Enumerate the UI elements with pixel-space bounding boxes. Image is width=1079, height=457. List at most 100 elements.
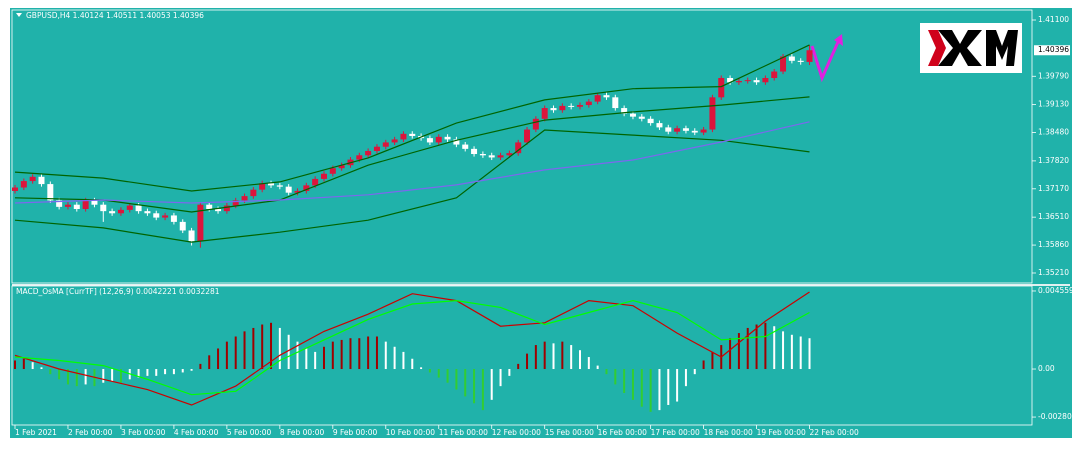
candle-body [320,173,327,179]
candle-body [435,136,442,143]
histogram-bar [349,338,352,370]
histogram-bar [384,341,387,370]
candle-body [735,80,742,83]
x-tick-label: 4 Feb 00:00 [174,428,219,437]
histogram-bar [190,369,193,371]
candle-body [577,105,584,107]
indicator-line [14,129,810,243]
candle-body [621,108,628,114]
histogram-bar [543,341,546,370]
x-tick-label: 22 Feb 00:00 [810,428,859,437]
y-tick-label: 1.37170 [1038,184,1069,193]
histogram-bar [764,322,767,370]
histogram-bar [340,339,343,370]
candle-body [135,205,142,212]
candle-body [170,215,177,222]
histogram-bar [517,363,520,370]
candle-body [91,200,98,205]
arrow-head [834,34,843,46]
x-tick-label: 11 Feb 00:00 [439,428,488,437]
histogram-bar [40,367,43,370]
collapse-icon[interactable] [16,13,22,17]
indicator-line [14,291,810,406]
logo-x [938,30,982,66]
x-tick-label: 12 Feb 00:00 [492,428,541,437]
histogram-bar [172,369,175,375]
candle-body [550,108,557,111]
candle-body [806,50,813,62]
candle-body [515,142,522,154]
y-tick-label: 1.41100 [1038,15,1069,24]
histogram-bar [146,369,149,376]
candle-body [382,142,389,147]
candle-body [426,138,433,143]
histogram-bar [84,369,87,385]
x-tick-label: 5 Feb 00:00 [227,428,272,437]
x-tick-label: 1 Feb 2021 [15,428,57,437]
candle-body [29,176,36,182]
histogram-bar [137,369,140,378]
candle-body [506,153,513,156]
candle-body [162,215,169,218]
x-tick-label: 9 Feb 00:00 [333,428,378,437]
histogram-bar [243,331,246,370]
histogram-bar [287,334,290,370]
histogram-bar [31,362,34,370]
histogram-bar [428,369,431,373]
candle-body [700,129,707,133]
candle-body [797,60,804,62]
x-tick-label: 19 Feb 00:00 [757,428,806,437]
candle-body [638,116,645,119]
histogram-bar [49,369,52,375]
candle-body [603,95,610,98]
candle-body [215,208,222,212]
y-tick-label: 1.39130 [1038,100,1069,109]
forecast-arrow [810,34,843,83]
histogram-bar [367,336,370,370]
xm-logo [920,23,1022,73]
histogram-bar [729,338,732,370]
logo-mark [928,30,946,66]
candle-body [303,185,310,191]
x-tick-label: 2 Feb 00:00 [68,428,113,437]
candle-body [250,189,257,197]
candle-body [144,211,151,214]
histogram-bar [640,369,643,407]
indicator-line [14,44,810,192]
histogram-bar [393,346,396,370]
indicator-title: MACD_OsMA [CurrTF] (12,26,9) 0.0042221 0… [16,287,220,296]
candle-body [294,190,301,193]
candle-body [409,133,416,136]
histogram-bar [455,369,458,390]
candle-body [126,205,133,210]
candle-body [391,139,398,143]
y-tick-label: 1.36510 [1038,212,1069,221]
candle-body [329,168,336,174]
histogram-bar [22,358,25,370]
candle-body [691,130,698,133]
candle-body [479,154,486,156]
histogram-bar [490,369,493,400]
candle-body [444,136,451,140]
candle-body [462,144,469,149]
candle-body [64,204,71,207]
current-price-label: 1.40396 [1038,45,1069,54]
histogram-bar [746,327,749,370]
histogram-bar [164,369,167,375]
candle-body [718,77,725,98]
candle-body [20,181,27,188]
histogram-bar [278,327,281,370]
candle-body [532,118,539,130]
y-tick-label: 0.004559 [1038,286,1074,295]
candle-body [73,204,80,209]
candle-body [312,178,319,186]
arrow-path [810,41,840,83]
histogram-bar [790,334,793,370]
histogram-bar [437,369,440,378]
candle-body [594,95,601,102]
histogram-bar [561,341,564,370]
histogram-bar [552,343,555,370]
candle-body [47,184,54,201]
histogram-bar [614,369,617,385]
histogram-bar [773,326,776,370]
